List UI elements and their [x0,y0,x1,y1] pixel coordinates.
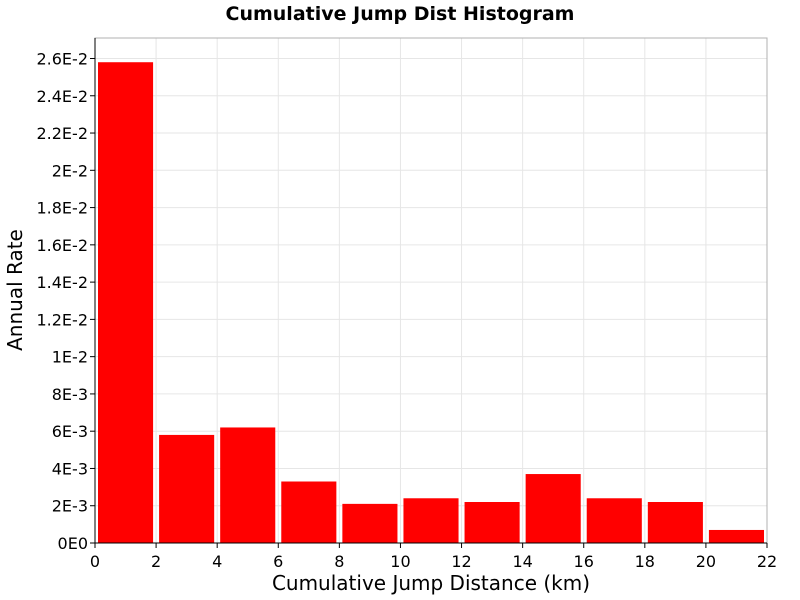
histogram-bar-9 [647,502,703,543]
histogram-bar-4 [342,503,398,543]
grid-lines [95,38,768,543]
y-tick-label: 1.2E-2 [36,310,88,329]
x-tick-label: 2 [151,552,161,571]
x-tick-label: 12 [451,552,471,571]
histogram-bar-8 [586,498,642,543]
histogram-bar-6 [464,502,520,543]
histogram-bar-0 [98,62,154,543]
x-axis-label: Cumulative Jump Distance (km) [272,571,590,595]
y-tick-label: 8E-3 [52,385,88,404]
histogram-bar-2 [220,427,276,543]
x-tick-label: 18 [635,552,655,571]
histogram-bar-10 [708,529,764,543]
histogram-bar-3 [281,481,337,543]
y-tick-label: 2.4E-2 [36,87,88,106]
x-tick-label: 0 [90,552,100,571]
x-tick-label: 4 [212,552,222,571]
y-tick-label: 0E0 [58,534,88,553]
x-tick-label: 22 [757,552,777,571]
y-axis-ticks: 0E0 2E-3 4E-3 6E-3 8E-3 1E-2 1.2E-2 1.4E-2 1.6E-… [36,49,95,553]
x-tick-label: 14 [512,552,532,571]
y-tick-label: 2E-3 [52,497,88,516]
x-axis-ticks: 0 2 4 6 8 10 12 14 16 18 20 22 [90,543,777,571]
x-tick-label: 20 [696,552,716,571]
x-tick-label: 10 [390,552,410,571]
x-tick-label: 6 [273,552,283,571]
y-tick-label: 6E-3 [52,422,88,441]
y-tick-label: 4E-3 [52,459,88,478]
x-tick-label: 16 [574,552,594,571]
histogram-bar-7 [525,474,581,543]
y-axis-label: Annual Rate [3,229,27,351]
y-tick-label: 1.6E-2 [36,236,88,255]
x-tick-label: 8 [334,552,344,571]
y-tick-label: 2.2E-2 [36,124,88,143]
histogram-bar-1 [159,434,215,543]
y-tick-label: 2E-2 [52,161,88,180]
y-tick-label: 2.6E-2 [36,49,88,68]
y-tick-label: 1.8E-2 [36,199,88,218]
y-tick-label: 1.4E-2 [36,273,88,292]
bars [98,62,764,543]
y-tick-label: 1E-2 [52,348,88,367]
histogram-bar-5 [403,498,459,543]
chart-title: Cumulative Jump Dist Histogram [226,3,575,25]
